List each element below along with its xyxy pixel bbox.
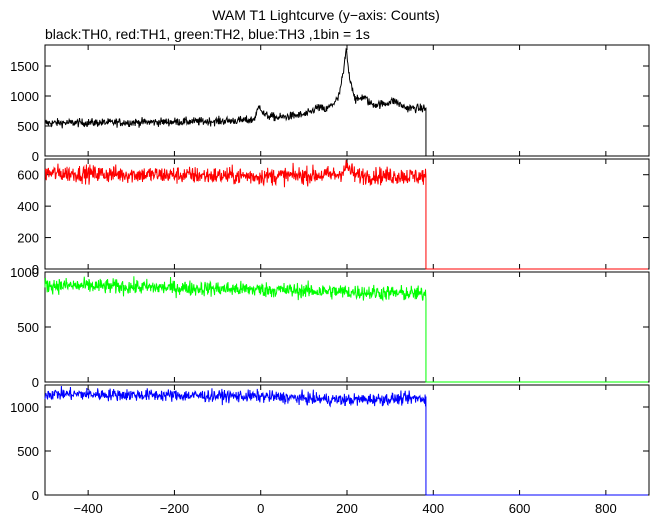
- x-tick-label: 200: [336, 501, 358, 515]
- chart-subtitle: black:TH0, red:TH1, green:TH2, blue:TH3 …: [45, 26, 370, 42]
- y-tick-label-th0: 0: [32, 149, 39, 164]
- chart-title: WAM T1 Lightcurve (y−axis: Counts): [212, 7, 440, 23]
- y-tick-label-th0: 500: [17, 119, 39, 134]
- y-tick-label-th1: 0: [32, 262, 39, 277]
- x-tick-label: 400: [422, 501, 444, 515]
- lightcurve-line-th2: [44, 276, 648, 383]
- x-tick-label: 0: [257, 501, 264, 515]
- y-tick-label-th1: 200: [17, 231, 39, 246]
- y-tick-label-th2: 500: [17, 320, 39, 335]
- y-tick-label-th2: 1000: [10, 265, 39, 280]
- x-tick-label: −200: [160, 501, 189, 515]
- y-tick-label-th3: 1000: [10, 400, 39, 415]
- y-tick-label-th3: 0: [32, 488, 39, 503]
- lightcurve-line-th3: [44, 385, 648, 496]
- x-tick-label: 800: [595, 501, 617, 515]
- lightcurve-line-th1: [44, 159, 648, 270]
- y-tick-label-th2: 0: [32, 375, 39, 390]
- y-tick-label-th1: 600: [17, 168, 39, 183]
- y-tick-label-th1: 400: [17, 199, 39, 214]
- y-tick-label-th3: 500: [17, 444, 39, 459]
- y-tick-label-th0: 1500: [10, 59, 39, 74]
- y-tick-label-th0: 1000: [10, 89, 39, 104]
- lightcurve-line-th0: [44, 47, 648, 157]
- x-tick-label: 600: [509, 501, 531, 515]
- x-tick-label: −400: [73, 501, 102, 515]
